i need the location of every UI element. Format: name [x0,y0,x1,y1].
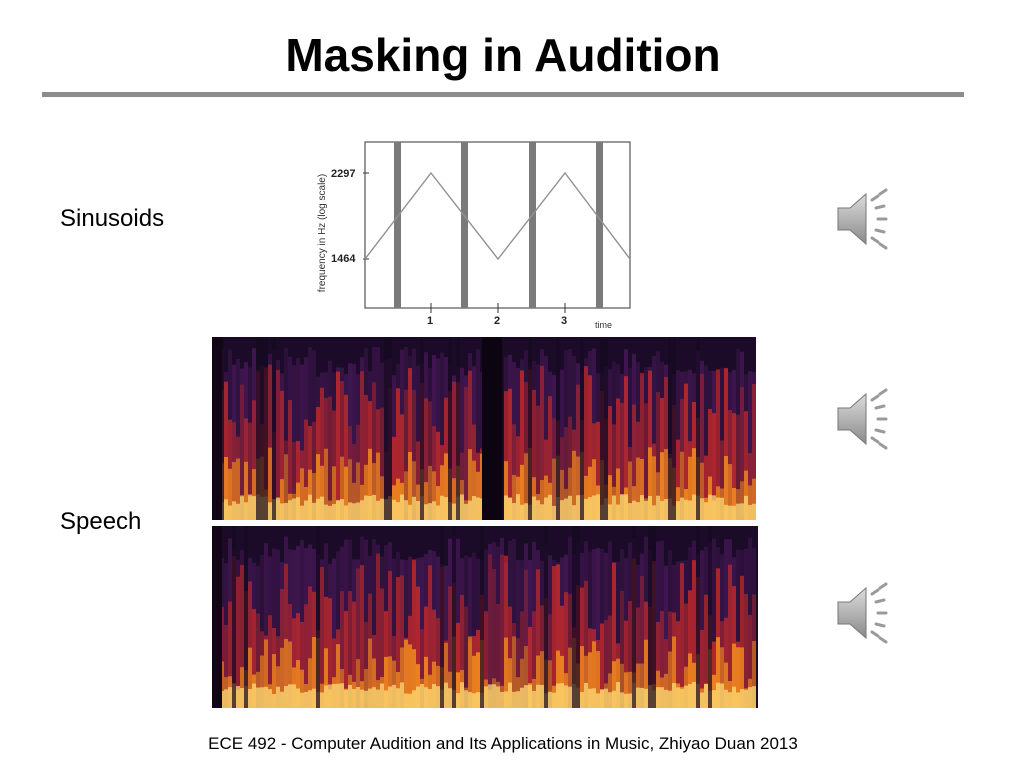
x-tick-2: 2 [494,315,500,327]
masker-band [529,142,536,308]
title-divider [42,92,964,97]
y-axis-label: frequency in Hz (log scale) [317,174,328,292]
y-tick-2297: 2297 [331,168,355,180]
sinusoid-masking-figure: frequency in Hz (log scale) 2297 1464 1 … [313,138,653,328]
speech-spectrogram-bottom [212,526,758,708]
masker-band [596,142,603,308]
gliding-tone-line [364,171,631,261]
x-tick-1: 1 [427,315,433,327]
sinusoids-label: Sinusoids [60,205,165,232]
speaker-sound-icon[interactable] [834,580,904,646]
speech-spectrogram-top [212,337,756,520]
x-tick-3: 3 [561,315,567,327]
speech-label: Speech [60,508,142,535]
masker-band [394,142,401,308]
masker-band [461,142,468,308]
speaker-sound-icon[interactable] [834,386,904,452]
speaker-sound-icon[interactable] [834,186,904,252]
slide-title: Masking in Audition [285,29,721,81]
y-tick-1464: 1464 [331,253,356,265]
slide-footer: ECE 492 - Computer Audition and Its Appl… [208,734,798,753]
x-axis-label-cut: time [595,320,612,328]
